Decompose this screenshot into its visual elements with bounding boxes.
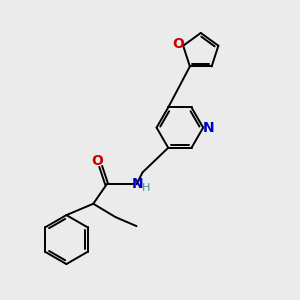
Text: N: N [131, 177, 143, 191]
Text: O: O [91, 154, 103, 168]
Text: O: O [173, 37, 184, 51]
Text: H: H [142, 183, 150, 193]
Text: N: N [203, 121, 214, 135]
